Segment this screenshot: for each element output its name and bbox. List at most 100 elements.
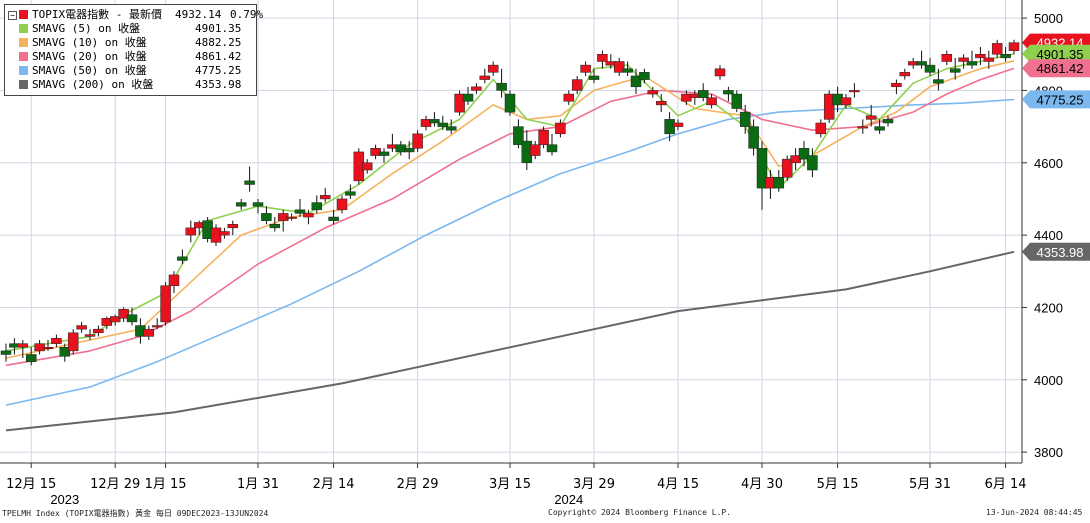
candle-body bbox=[798, 148, 810, 160]
legend-entry: SMAVG (20) on 收盤 4861.42 bbox=[5, 50, 256, 63]
candle-body bbox=[807, 155, 818, 171]
x-axis: 12月 15 12月 29 1月 15 1月 31 2月 14 2月 29 3月 15 3月 … bbox=[6, 463, 1027, 507]
ma-line-sma10 bbox=[5, 60, 1015, 359]
x-tick-label: 1月 15 bbox=[145, 477, 187, 492]
legend-swatch bbox=[19, 80, 28, 89]
ma-line-sma20 bbox=[5, 67, 1015, 367]
candle-body bbox=[823, 93, 835, 120]
candle-body bbox=[983, 57, 995, 62]
x-tick-label: 2月 14 bbox=[313, 477, 355, 492]
x-tick-label: 4月 15 bbox=[657, 477, 699, 492]
candle-body bbox=[672, 122, 684, 127]
last-value-tag bbox=[1022, 242, 1090, 261]
candle-body bbox=[916, 61, 927, 66]
footer-copyright: Copyright© 2024 Bloomberg Finance L.P. bbox=[548, 508, 732, 517]
x-year-label: 2023 bbox=[50, 492, 79, 507]
candle-body bbox=[185, 227, 197, 236]
collapse-icon[interactable]: − bbox=[8, 11, 17, 20]
legend-swatch bbox=[19, 24, 28, 33]
candle-body bbox=[639, 72, 650, 80]
candle-body bbox=[613, 61, 625, 73]
candle-body bbox=[437, 122, 449, 127]
candle-body bbox=[261, 213, 272, 221]
candle-body bbox=[546, 144, 558, 153]
legend-entry-label: SMAVG (5) on 收盤 bbox=[32, 22, 141, 35]
candle-body bbox=[874, 126, 885, 131]
candle-body bbox=[580, 64, 591, 73]
legend-entry-label: SMAVG (20) on 收盤 bbox=[32, 50, 147, 63]
last-value-text: 4901.35 bbox=[1037, 47, 1084, 62]
candle-body bbox=[93, 328, 104, 334]
last-value-tag bbox=[1022, 59, 1090, 78]
candle-body bbox=[597, 54, 608, 62]
candle-body bbox=[739, 111, 751, 127]
legend-title: TOPIX電器指數 - 最新價 bbox=[32, 8, 162, 21]
candle-body bbox=[109, 316, 121, 323]
candle-body bbox=[781, 158, 793, 178]
x-tick-label: 2月 29 bbox=[397, 477, 439, 492]
candle-body bbox=[563, 93, 575, 102]
candle-body bbox=[1008, 42, 1020, 51]
footer-timestamp: 13-Jun-2024 08:44:45 bbox=[986, 508, 1083, 517]
candle-body bbox=[143, 328, 155, 337]
legend-entry: SMAVG (5) on 收盤 4901.35 bbox=[5, 22, 256, 35]
legend-entry: SMAVG (10) on 收盤 4882.25 bbox=[5, 36, 256, 49]
candle-body bbox=[118, 309, 129, 319]
candle-body bbox=[571, 79, 583, 91]
candle-body bbox=[84, 334, 96, 337]
candle-body bbox=[269, 224, 281, 229]
candle-body bbox=[244, 180, 255, 185]
legend-entry: SMAVG (50) on 收盤 4775.25 bbox=[5, 64, 256, 77]
x-tick-label: 1月 31 bbox=[237, 477, 279, 492]
candle-body bbox=[479, 75, 491, 80]
candle-body bbox=[496, 82, 507, 91]
last-value-label: 4901.35 bbox=[1022, 44, 1090, 63]
legend-entry-value: 4861.42 bbox=[195, 50, 242, 63]
candle-body bbox=[504, 93, 516, 113]
x-tick-label: 3月 29 bbox=[573, 477, 615, 492]
legend-entry-value: 4775.25 bbox=[195, 64, 242, 77]
legend-entry-label: SMAVG (50) on 收盤 bbox=[32, 64, 147, 77]
x-tick-label: 5月 15 bbox=[817, 477, 859, 492]
candle-body bbox=[849, 90, 860, 93]
candle-body bbox=[949, 68, 961, 73]
legend-title-row: − TOPIX電器指數 - 最新價 4932.14 0.79% bbox=[5, 8, 263, 21]
x-tick-label: 12月 29 bbox=[90, 477, 140, 492]
candle-body bbox=[177, 256, 188, 261]
x-tick-label: 4月 30 bbox=[741, 477, 783, 492]
candle-body bbox=[126, 314, 138, 323]
legend-entry-label: SMAVG (200) on 收盤 bbox=[32, 78, 154, 91]
candlesticks bbox=[0, 39, 1020, 366]
candle-body bbox=[958, 57, 969, 62]
candle-body bbox=[252, 202, 264, 207]
legend-swatch bbox=[19, 66, 28, 75]
candle-body bbox=[336, 198, 348, 211]
legend: − TOPIX電器指數 - 最新價 4932.14 0.79% SMAVG (5… bbox=[4, 4, 263, 96]
ma-line-sma200 bbox=[5, 250, 1015, 432]
candle-body bbox=[697, 90, 709, 98]
candle-body bbox=[555, 122, 566, 135]
y-tick-label: 4400 bbox=[1034, 228, 1063, 243]
candle-body bbox=[966, 61, 978, 66]
candle-body bbox=[731, 93, 743, 109]
candle-body bbox=[303, 213, 314, 218]
candle-body bbox=[933, 79, 944, 84]
candle-body bbox=[311, 202, 323, 211]
candle-body bbox=[899, 72, 911, 77]
candle-body bbox=[622, 68, 633, 73]
legend-swatch bbox=[19, 52, 28, 61]
candle-body bbox=[17, 343, 29, 348]
candle-body bbox=[706, 97, 717, 106]
candle-body bbox=[160, 285, 171, 323]
candle-body bbox=[319, 195, 331, 200]
candle-body bbox=[748, 126, 759, 149]
candle-body bbox=[815, 122, 827, 135]
legend-entry: SMAVG (200) on 收盤 4353.98 bbox=[5, 78, 256, 91]
footer-source: TPELMH Index (TOPIX電器指數) 黃金 每日 09DEC2023… bbox=[2, 509, 269, 518]
candle-body bbox=[328, 216, 339, 221]
candle-body bbox=[487, 64, 499, 73]
x-tick-label: 5月 31 bbox=[909, 477, 951, 492]
last-value-text: 4861.42 bbox=[1037, 61, 1084, 76]
candle-body bbox=[756, 148, 768, 189]
